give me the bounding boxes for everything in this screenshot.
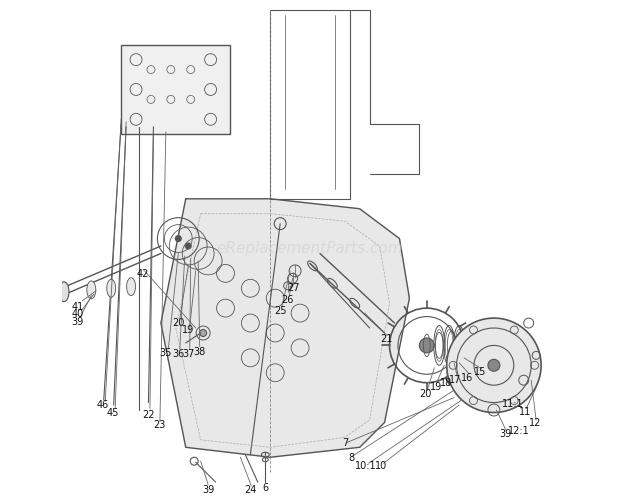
Text: 19: 19: [430, 382, 442, 392]
Text: 11: 11: [518, 407, 531, 416]
Text: 10: 10: [375, 461, 388, 471]
Text: 19: 19: [182, 325, 194, 335]
Text: 27: 27: [287, 283, 299, 293]
Text: 25: 25: [274, 306, 286, 316]
Text: 37: 37: [182, 349, 195, 359]
Ellipse shape: [87, 281, 96, 299]
Circle shape: [446, 318, 541, 413]
Text: 45: 45: [107, 408, 119, 417]
Text: 42: 42: [136, 269, 149, 279]
Text: 18: 18: [440, 378, 452, 388]
Text: 15: 15: [474, 367, 486, 377]
Text: 40: 40: [72, 309, 84, 319]
Text: 7: 7: [343, 438, 349, 448]
Text: 6: 6: [262, 483, 268, 493]
Ellipse shape: [59, 282, 69, 302]
Circle shape: [419, 338, 434, 353]
Text: 36: 36: [172, 349, 184, 359]
Ellipse shape: [107, 279, 116, 297]
Text: 8: 8: [348, 453, 354, 463]
Text: 22: 22: [142, 410, 155, 420]
Text: 23: 23: [153, 420, 166, 430]
Text: 11:1: 11:1: [502, 399, 523, 409]
Circle shape: [488, 359, 500, 371]
Circle shape: [200, 330, 206, 336]
Text: 12: 12: [528, 418, 541, 428]
Text: 26: 26: [281, 295, 294, 305]
Text: 35: 35: [160, 348, 172, 358]
Text: eReplacementParts.com: eReplacementParts.com: [216, 241, 404, 256]
Text: 20: 20: [420, 389, 432, 399]
Text: 46: 46: [97, 400, 109, 410]
Text: 20: 20: [172, 318, 185, 328]
Text: 10:1: 10:1: [355, 461, 376, 471]
Text: 39: 39: [499, 429, 511, 439]
Text: 41: 41: [72, 302, 84, 312]
Text: 39: 39: [72, 317, 84, 327]
Text: 17: 17: [450, 375, 462, 385]
Text: 39: 39: [202, 485, 215, 495]
Ellipse shape: [126, 278, 136, 296]
Text: 21: 21: [380, 334, 392, 344]
Text: 12:1: 12:1: [508, 426, 529, 436]
Circle shape: [175, 236, 181, 242]
Circle shape: [185, 243, 191, 249]
Polygon shape: [161, 199, 409, 457]
Text: 24: 24: [244, 485, 257, 495]
Text: 16: 16: [461, 373, 474, 383]
Text: 38: 38: [193, 347, 206, 357]
Bar: [121, 45, 231, 134]
